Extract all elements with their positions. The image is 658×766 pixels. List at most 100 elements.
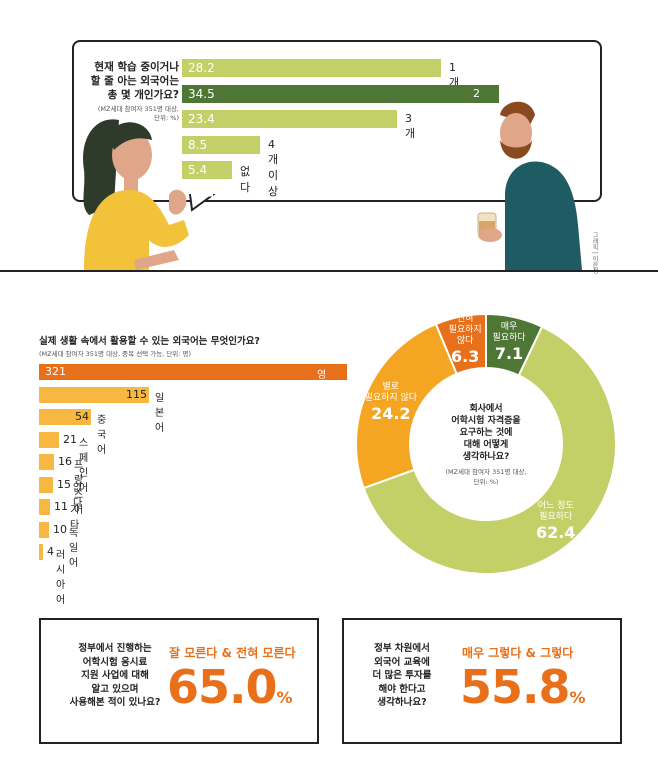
- chart1-bar-value: 34.5: [188, 86, 215, 101]
- card1-question: 정부에서 진행하는 어학시험 응시료 지원 사업에 대해 알고 있으며 사용해본…: [55, 642, 175, 710]
- donut-slice-label-line: 않다: [456, 336, 474, 347]
- chart1-bar: 23.4: [182, 110, 397, 128]
- graphic-credit: 그래픽 | 이윤정: [591, 232, 598, 274]
- donut-center-line: 회사에서: [469, 404, 503, 414]
- chart1-bar-value: 5.4: [188, 163, 208, 177]
- card2-question-line: 외국어 교육에: [374, 656, 430, 668]
- chart2-bar-value: 115: [126, 387, 147, 401]
- chart2-bar-value: 16: [58, 455, 72, 468]
- card1-question-line: 지원 사업에 대해: [81, 670, 149, 681]
- chart2-note: (MZ세대 참여자 351명 대상, 중복 선택 가능, 단위: 명): [39, 350, 192, 358]
- chart1-bar: 28.2: [182, 59, 441, 77]
- card2-figure: 55.8%: [460, 660, 586, 714]
- chart1-bar-label: 1개: [449, 61, 460, 89]
- card1-figure: 65.0%: [167, 660, 293, 714]
- card2-question-line: 생각하나요?: [377, 697, 427, 708]
- chart2-title: 실제 생활 속에서 활용할 수 있는 외국어는 무엇인가요?: [39, 336, 260, 347]
- chart2-bar: [39, 409, 91, 425]
- chart2-bar-label: 독일어: [69, 527, 79, 569]
- chart1-title-line: 현재 학습 중이거나: [94, 61, 179, 73]
- chart1-bar: 5.4: [182, 161, 232, 179]
- donut-slice-label-line: 필요하다: [492, 333, 526, 344]
- donut-slice-label: 매우 필요하다 7.1: [469, 322, 549, 363]
- card2-big-number: 55.8: [460, 660, 570, 714]
- chart1-bar-value: 28.2: [188, 61, 215, 75]
- man-illustration: [477, 101, 582, 270]
- card2-question-line: 정부 차원에서: [374, 643, 430, 654]
- chart2-bar: [39, 364, 347, 380]
- card1-question-line: 알고 있으며: [91, 683, 139, 695]
- card1-question-line: 정부에서 진행하는: [78, 643, 152, 654]
- chart2-bar: [39, 386, 149, 403]
- donut-slice-label-line: 별로: [382, 381, 400, 392]
- chart2-bar-label: 중국어: [97, 415, 107, 456]
- chart1-bar: 34.5: [182, 84, 499, 103]
- chart1-title-block: 현재 학습 중이거나 할 줄 아는 외국어는 총 몇 개인가요? (MZ세대 참…: [84, 60, 179, 123]
- card1-percent: %: [276, 688, 293, 707]
- chart2-bar-label: 러시아어: [56, 550, 66, 606]
- card1-result: 잘 모른다 & 전혀 모른다: [169, 646, 296, 660]
- chart2-bar: [39, 544, 43, 560]
- chart1-bar-label: 없다: [240, 165, 251, 194]
- card1-question-line: 어학시험 응시료: [82, 656, 148, 668]
- chart2-bar-label: 프랑스어: [74, 460, 84, 516]
- card2-percent: %: [569, 688, 586, 707]
- donut-center-note: (MZ세대 참여자 351명 대상,: [445, 468, 527, 476]
- chart1-bar-label: 2개: [473, 86, 484, 115]
- donut-slice-label: 별로 필요하지 않다 24.2: [351, 382, 431, 423]
- chart2-bar-label: 없다: [73, 482, 83, 509]
- donut-center-line: 생각하나요?: [462, 452, 510, 462]
- chart2-bar-value: 4: [47, 545, 54, 558]
- donut-slice-label-line: 필요하지 않다: [364, 392, 418, 403]
- chart2-bar-value: 11: [54, 500, 68, 513]
- donut-center-line: 대해 어떻게: [463, 440, 509, 450]
- donut-slice-value: 24.2: [371, 403, 411, 423]
- donut-slice-value: 6.3: [450, 347, 480, 367]
- chart2-bar-value: 21: [63, 432, 77, 446]
- donut-slice-value: 62.4: [536, 522, 576, 542]
- donut-slice-somewhat-needed: [362, 325, 617, 575]
- card1-big-number: 65.0: [167, 660, 277, 714]
- card-gov-investment: 정부 차원에서 외국어 교육에 더 많은 투자를 해야 한다고 생각하나요? 매…: [342, 618, 622, 744]
- donut-center-line: 요구하는 것에: [459, 428, 513, 438]
- donut-slice-not-needed: [355, 322, 459, 490]
- donut-slice-label-line: 필요하다: [539, 511, 573, 522]
- chart1-title-line: 총 몇 개인가요?: [107, 89, 179, 101]
- card2-question-line: 해야 한다고: [378, 683, 426, 695]
- card-exam-support: 정부에서 진행하는 어학시험 응시료 지원 사업에 대해 알고 있으며 사용해본…: [39, 618, 319, 744]
- chart2-bar: [39, 454, 54, 470]
- donut-center-note: 단위: %): [473, 478, 499, 486]
- donut-slice-label-line: 전혀: [456, 314, 474, 325]
- chart1-bar-value: 8.5: [188, 137, 208, 152]
- donut-slice-label: 어느 정도 필요하다 62.4: [516, 501, 596, 542]
- section-divider: [0, 270, 658, 272]
- chart2-bar: [39, 521, 49, 538]
- card1-question-line: 사용해본 적이 있나요?: [69, 697, 161, 708]
- chart1-title-line: 할 줄 아는 외국어는: [90, 75, 179, 87]
- chart2-bar-label: 일본어: [155, 392, 165, 434]
- donut-slice-label-line: 매우: [500, 322, 518, 333]
- woman-illustration: [83, 119, 189, 270]
- chart2-bar-value: 54: [75, 410, 89, 423]
- chart1-bar-label: 4개 이상: [268, 137, 279, 198]
- chart1-note-line: 단위: %): [154, 114, 179, 122]
- donut-slice-value: 7.1: [494, 344, 524, 364]
- chart1-note-line: (MZ세대 참여자 351명 대상,: [97, 105, 179, 113]
- chart2-bar-label: 영어: [317, 370, 327, 396]
- chart2-bar: [39, 499, 50, 515]
- chart1-bar-value: 23.4: [188, 112, 215, 126]
- donut-slice-label-line: 필요하지: [448, 325, 482, 336]
- donut-center-line: 어학시험 자격증을: [451, 416, 521, 426]
- chart2-bar-value: 15: [57, 477, 71, 491]
- chart2-bar: [39, 431, 59, 448]
- chart2-bar-value: 10: [53, 522, 67, 536]
- chart1-bar-label: 3개: [405, 112, 416, 140]
- donut-slice-label-line: 어느 정도: [537, 500, 574, 511]
- donut-slice-not-at-all: [434, 312, 487, 376]
- card2-result: 매우 그렇다 & 그렇다: [462, 646, 574, 660]
- card2-question-line: 더 많은 투자를: [372, 670, 432, 681]
- chart2-bar-label: 기타: [70, 505, 80, 531]
- donut-slice-label: 전혀 필요하지 않다 6.3: [425, 314, 505, 366]
- donut-center-text: 회사에서 어학시험 자격증을 요구하는 것에 대해 어떻게 생각하나요? (MZ…: [416, 403, 556, 486]
- chart2-bar-value: 321: [45, 365, 66, 378]
